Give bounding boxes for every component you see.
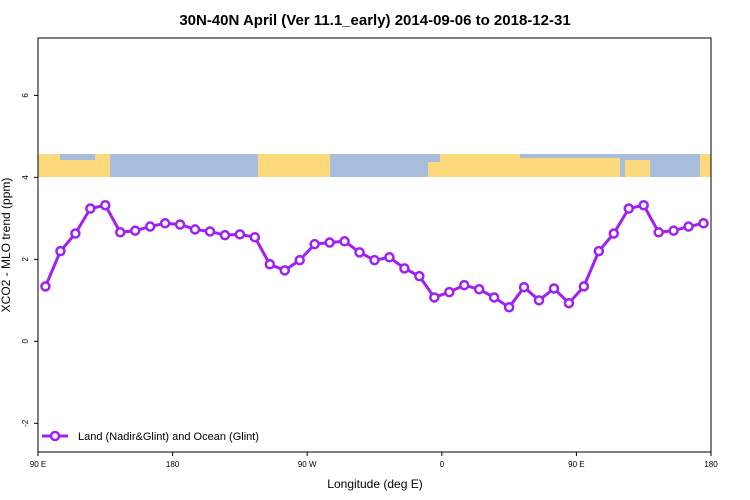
- data-point: [159, 218, 171, 229]
- x-tick-label: 180: [704, 460, 718, 469]
- y-axis-label: XCO2 - MLO trend (ppm): [0, 178, 13, 313]
- x-axis-label: Longitude (deg E): [327, 477, 422, 491]
- data-point: [414, 270, 425, 282]
- data-point: [174, 219, 186, 230]
- data-point: [698, 218, 709, 229]
- data-point: [533, 295, 545, 306]
- x-tick-label: 90 E: [568, 460, 584, 469]
- data-point: [683, 221, 694, 232]
- y-tick-label: 2: [21, 257, 30, 262]
- y-tick-label: -2: [21, 419, 30, 427]
- data-point: [115, 227, 126, 238]
- data-point: [144, 221, 156, 232]
- data-point: [668, 225, 679, 236]
- x-tick-label: 90 E: [30, 460, 46, 469]
- data-point: [623, 203, 634, 214]
- data-point: [429, 292, 440, 303]
- data-point: [458, 279, 470, 291]
- x-tick-label: 180: [166, 460, 180, 469]
- data-point: [129, 225, 141, 236]
- data-point: [563, 297, 575, 309]
- data-point: [488, 292, 500, 303]
- data-point: [234, 229, 246, 240]
- data-point: [369, 254, 380, 266]
- map-strip: [38, 154, 711, 177]
- data-point: [503, 302, 515, 313]
- data-point: [85, 203, 96, 214]
- y-tick-label: 4: [21, 175, 30, 180]
- data-point: [384, 252, 395, 263]
- data-point: [354, 247, 365, 258]
- data-point: [653, 227, 664, 238]
- data-point: [279, 265, 291, 276]
- x-tick-label: 90 W: [298, 460, 317, 469]
- data-point: [100, 199, 111, 211]
- data-point: [249, 231, 261, 243]
- data-point: [638, 199, 649, 211]
- data-point: [518, 281, 530, 293]
- data-point: [204, 226, 216, 237]
- data-point: [294, 254, 305, 266]
- data-point: [339, 236, 350, 247]
- data-point: [399, 263, 410, 274]
- data-point: [189, 224, 201, 235]
- data-point: [578, 281, 590, 292]
- data-point: [324, 237, 335, 248]
- chart-title: 30N-40N April (Ver 11.1_early) 2014-09-0…: [179, 12, 570, 29]
- plot-frame: [37, 37, 712, 453]
- data-point: [264, 259, 276, 270]
- data-point: [548, 283, 560, 294]
- y-tick-label: 6: [21, 93, 30, 98]
- data-point: [70, 228, 81, 239]
- data-point: [309, 238, 320, 250]
- data-point: [219, 229, 231, 241]
- data-point: [593, 245, 605, 257]
- legend-label: Land (Nadir&Glint) and Ocean (Glint): [78, 431, 259, 443]
- data-point: [608, 228, 620, 239]
- data-point: [55, 245, 66, 257]
- x-tick-label: 0: [440, 460, 445, 469]
- y-tick-label: 0: [21, 339, 30, 344]
- data-point: [40, 281, 51, 292]
- data-point: [473, 284, 485, 295]
- data-point: [444, 286, 455, 298]
- legend-marker: [49, 430, 61, 442]
